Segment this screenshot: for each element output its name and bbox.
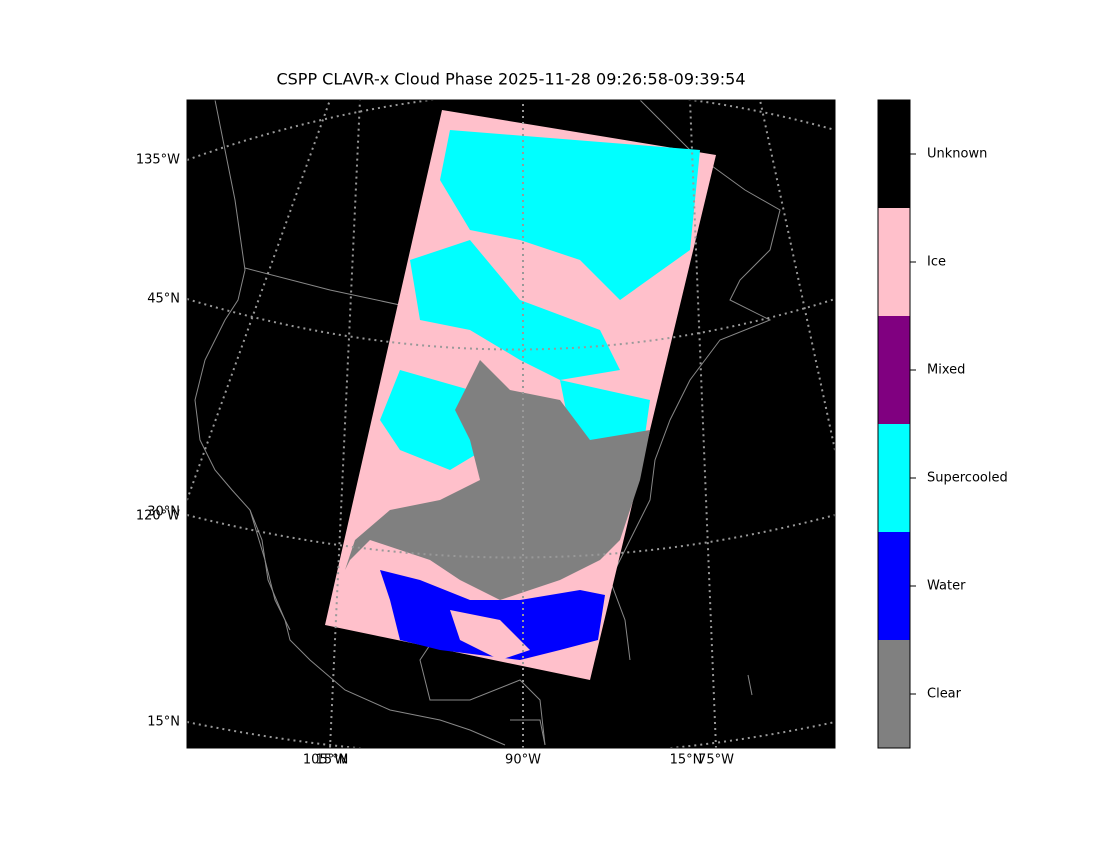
colorbar-label: Unknown <box>927 147 987 162</box>
colorbar-segment <box>878 532 910 640</box>
lat-lon-label: 75°W <box>698 753 734 768</box>
colorbar-label: Supercooled <box>927 471 1008 486</box>
lat-lon-label: 15°N <box>316 753 349 768</box>
colorbar-label: Clear <box>927 687 962 702</box>
colorbar-label: Water <box>927 579 966 594</box>
lat-lon-label: 120°W <box>136 509 180 524</box>
lat-lon-label: 15°N <box>147 715 180 730</box>
colorbar-label: Ice <box>927 255 946 270</box>
colorbar-segment <box>878 640 910 748</box>
colorbar-frame <box>877 99 911 749</box>
colorbar-segment <box>878 208 910 316</box>
lat-lon-label: 90°W <box>505 753 541 768</box>
swath-supercooled <box>440 130 700 300</box>
swath-clear <box>345 360 650 600</box>
swath-ice <box>450 610 530 660</box>
lat-lon-label: 135°W <box>136 153 180 168</box>
lat-lon-label: 105°W <box>303 753 347 768</box>
swath-supercooled <box>410 240 620 380</box>
swath-water <box>380 570 605 660</box>
lat-lon-label: 15°N <box>670 753 703 768</box>
colorbar-segment <box>878 100 910 208</box>
graticule <box>187 100 835 748</box>
map-frame <box>186 99 836 749</box>
map-title: CSPP CLAVR-x Cloud Phase 2025-11-28 09:2… <box>276 70 745 89</box>
colorbar: Clear Water Supercooled Mixed Ice Unknown <box>877 99 1008 749</box>
colorbar-label: Mixed <box>927 363 965 378</box>
swath <box>325 110 716 680</box>
map-area <box>187 100 835 748</box>
lat-lon-label: 30°N <box>147 505 180 520</box>
lat-lon-label: 45°N <box>147 292 180 307</box>
colorbar-segment <box>878 424 910 532</box>
colorbar-segment <box>878 316 910 424</box>
